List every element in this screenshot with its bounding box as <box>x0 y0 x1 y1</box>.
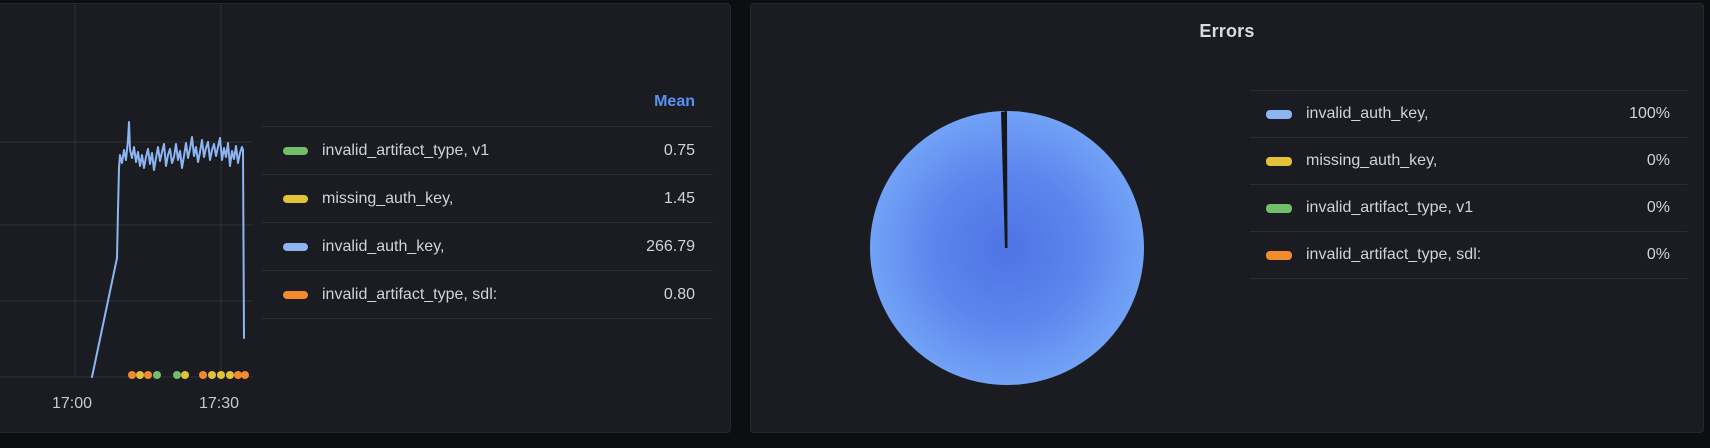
legend-row[interactable]: invalid_artifact_type, sdl: 0% <box>1250 232 1687 279</box>
series-label: missing_auth_key, <box>1306 152 1438 169</box>
series-color-swatch <box>1266 109 1292 119</box>
series-color-swatch <box>283 146 308 155</box>
series-color-swatch <box>283 290 308 299</box>
series-label: missing_auth_key, <box>322 189 454 207</box>
series-label: invalid_artifact_type, v1 <box>322 141 490 159</box>
panel-title[interactable]: Errors <box>1199 21 1255 41</box>
series-label: invalid_artifact_type, sdl: <box>1306 246 1482 263</box>
series-value: 0.80 <box>663 285 695 303</box>
series-value: 0.75 <box>663 141 695 159</box>
series-color-swatch <box>1266 156 1292 166</box>
x-axis-tick-17-30: 17:30 <box>198 395 240 412</box>
series-value: 100% <box>1629 105 1670 122</box>
series-color-swatch <box>1266 203 1292 213</box>
time-series-plot-area[interactable] <box>0 4 253 378</box>
series-label: invalid_artifact_type, v1 <box>1306 199 1474 216</box>
series-color-swatch <box>283 194 308 203</box>
legend-mean-header[interactable]: Mean <box>262 78 713 127</box>
timeseries-legend-table: Mean invalid_artifact_type, v1 0.75 missin… <box>262 78 713 319</box>
legend-row[interactable]: missing_auth_key, 0% <box>1250 138 1687 185</box>
legend-row[interactable]: invalid_artifact_type, sdl: 0.80 <box>262 271 713 319</box>
legend-row[interactable]: invalid_auth_key, 266.79 <box>262 223 713 271</box>
series-value: 0% <box>1646 199 1670 216</box>
series-color-swatch <box>1266 250 1292 260</box>
x-axis-tick-17-00: 17:00 <box>51 395 93 412</box>
pie-chart[interactable] <box>870 111 1144 385</box>
series-label: invalid_artifact_type, sdl: <box>322 285 498 303</box>
series-value: 0% <box>1646 152 1670 169</box>
series-color-swatch <box>283 242 308 251</box>
legend-row[interactable]: missing_auth_key, 1.45 <box>262 175 713 223</box>
legend-row[interactable]: invalid_artifact_type, v1 0.75 <box>262 127 713 175</box>
series-value: 266.79 <box>646 237 695 255</box>
legend-row[interactable]: invalid_auth_key, 100% <box>1250 91 1687 138</box>
series-value: 1.45 <box>663 189 695 207</box>
series-label: invalid_auth_key, <box>1306 105 1429 122</box>
legend-row[interactable]: invalid_artifact_type, v1 0% <box>1250 185 1687 232</box>
pie-legend-table: invalid_auth_key, 100% missing_auth_key, 0%… <box>1250 90 1687 279</box>
series-value: 0% <box>1646 246 1670 263</box>
series-label: invalid_auth_key, <box>322 237 445 255</box>
